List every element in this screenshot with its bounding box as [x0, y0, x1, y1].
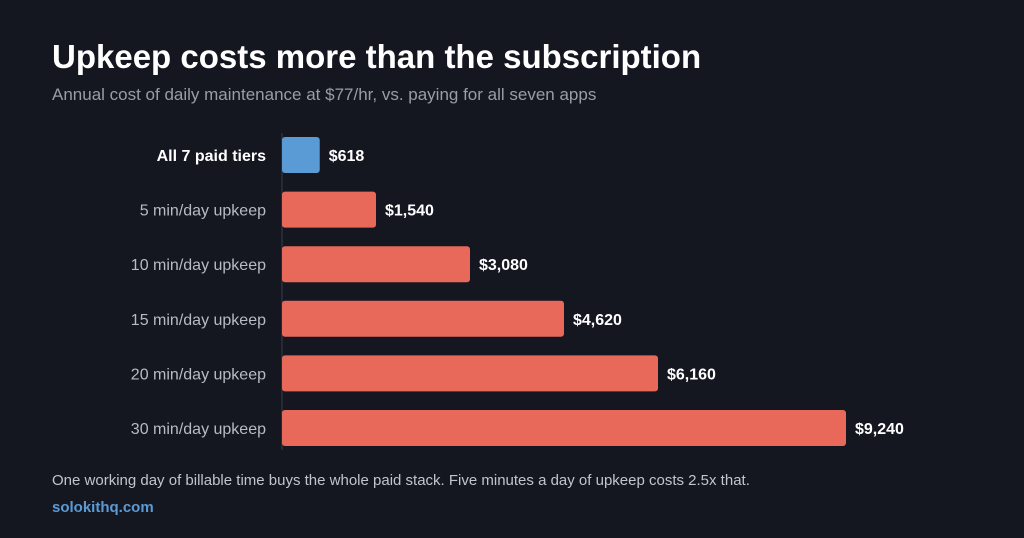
- value-label: $1,540: [385, 203, 434, 220]
- value-label: $4,620: [573, 312, 622, 329]
- category-label: 20 min/day upkeep: [131, 366, 266, 383]
- bar: [282, 246, 470, 283]
- source-link[interactable]: solokithq.com: [52, 499, 154, 516]
- value-label: $3,080: [479, 257, 528, 274]
- bar: [282, 300, 564, 337]
- category-label: All 7 paid tiers: [157, 148, 266, 165]
- bar: [282, 191, 376, 228]
- category-label: 30 min/day upkeep: [131, 421, 266, 438]
- value-label: $9,240: [855, 421, 904, 438]
- chart-subtitle: Annual cost of daily maintenance at $77/…: [52, 85, 597, 104]
- bar: [282, 355, 658, 392]
- category-label: 5 min/day upkeep: [140, 203, 266, 220]
- chart-title: Upkeep costs more than the subscription: [52, 38, 702, 75]
- chart-footnote: One working day of billable time buys th…: [52, 472, 750, 489]
- value-label: $6,160: [667, 366, 716, 383]
- value-label: $618: [329, 148, 365, 165]
- category-label: 10 min/day upkeep: [131, 257, 266, 274]
- bar-highlight: [282, 137, 320, 173]
- bar: [282, 410, 846, 446]
- category-label: 15 min/day upkeep: [131, 312, 266, 329]
